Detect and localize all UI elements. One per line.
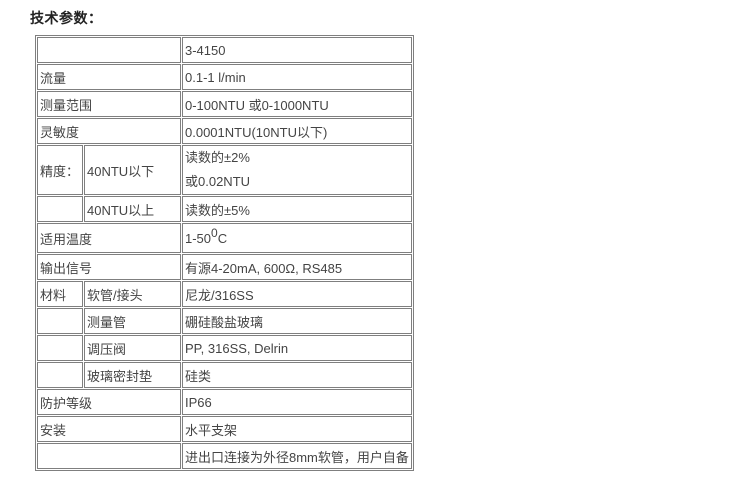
cell-text: 1-50 xyxy=(185,230,212,246)
spec-value-cell: IP66 xyxy=(182,389,412,415)
spec-label-cell: 安装 xyxy=(37,416,181,442)
superscript-text: 0 xyxy=(211,225,218,240)
spec-label-cell: 灵敏度 xyxy=(37,118,181,144)
page: 技术参数： 3-4150 流量 0.1-1 l/min 测量范围 0-100NTU 或0… xyxy=(30,8,414,471)
spec-label-cell: 调压阀 xyxy=(84,335,181,361)
spec-value-cell: 0.1-1 l/min xyxy=(182,64,412,90)
table-row: 灵敏度 0.0001NTU(10NTU以下) xyxy=(37,118,412,144)
table-row: 调压阀 PP, 316SS, Delrin xyxy=(37,335,412,361)
spec-value-cell: 0.0001NTU(10NTU以下) xyxy=(182,118,412,144)
table-row: 材料 软管/接头 尼龙/316SS xyxy=(37,281,412,307)
spec-value-cell: 读数的±5% xyxy=(182,196,412,222)
spec-label-cell xyxy=(37,196,83,222)
spec-value-cell: 有源4-20mA, 600Ω, RS485 xyxy=(182,254,412,280)
table-row: 适用温度 1-500C xyxy=(37,223,412,253)
spec-value-cell: 3-4150 xyxy=(182,37,412,63)
spec-label-cell xyxy=(37,443,181,469)
spec-label-cell: 软管/接头 xyxy=(84,281,181,307)
table-row: 进出口连接为外径8mm软管，用户自备 xyxy=(37,443,412,469)
table-row: 安装 水平支架 xyxy=(37,416,412,442)
spec-label-cell: 40NTU以下 xyxy=(84,145,181,195)
spec-label-cell: 玻璃密封垫 xyxy=(84,362,181,388)
spec-label-cell: 适用温度 xyxy=(37,223,181,253)
spec-value-cell: 读数的±2% 或0.02NTU xyxy=(182,145,412,195)
page-title: 技术参数： xyxy=(30,10,103,26)
table-row: 3-4150 xyxy=(37,37,412,63)
spec-table: 3-4150 流量 0.1-1 l/min 测量范围 0-100NTU 或0-1000N… xyxy=(35,35,414,471)
spec-label-cell: 输出信号 xyxy=(37,254,181,280)
spec-value-cell: 0-100NTU 或0-1000NTU xyxy=(182,91,412,117)
table-row: 防护等级 IP66 xyxy=(37,389,412,415)
cell-text-line: 读数的±2% xyxy=(185,150,250,165)
spec-label-cell xyxy=(37,308,83,334)
spec-label-cell: 流量 xyxy=(37,64,181,90)
spec-value-cell: 1-500C xyxy=(182,223,412,253)
spec-value-cell: 硅类 xyxy=(182,362,412,388)
spec-value-cell: 尼龙/316SS xyxy=(182,281,412,307)
cell-text: C xyxy=(217,230,228,246)
spec-value-cell: PP, 316SS, Delrin xyxy=(182,335,412,361)
table-row: 玻璃密封垫 硅类 xyxy=(37,362,412,388)
table-row: 输出信号 有源4-20mA, 600Ω, RS485 xyxy=(37,254,412,280)
table-row: 40NTU以上 读数的±5% xyxy=(37,196,412,222)
spec-table-body: 3-4150 流量 0.1-1 l/min 测量范围 0-100NTU 或0-1000N… xyxy=(37,37,412,469)
spec-label-cell xyxy=(37,37,181,63)
spec-label-cell: 防护等级 xyxy=(37,389,181,415)
spec-label-cell: 40NTU以上 xyxy=(84,196,181,222)
table-row: 测量管 硼硅酸盐玻璃 xyxy=(37,308,412,334)
table-row: 流量 0.1-1 l/min xyxy=(37,64,412,90)
spec-label-cell: 精度： xyxy=(37,145,83,195)
spec-value-cell: 进出口连接为外径8mm软管，用户自备 xyxy=(182,443,412,469)
table-row: 精度： 40NTU以下 读数的±2% 或0.02NTU xyxy=(37,145,412,195)
spec-label-cell: 材料 xyxy=(37,281,83,307)
spec-label-cell xyxy=(37,335,83,361)
spec-value-cell: 硼硅酸盐玻璃 xyxy=(182,308,412,334)
spec-label-cell xyxy=(37,362,83,388)
spec-value-cell: 水平支架 xyxy=(182,416,412,442)
spec-label-cell: 测量管 xyxy=(84,308,181,334)
spec-label-cell: 测量范围 xyxy=(37,91,181,117)
table-row: 测量范围 0-100NTU 或0-1000NTU xyxy=(37,91,412,117)
cell-text-line: 或0.02NTU xyxy=(185,174,251,189)
